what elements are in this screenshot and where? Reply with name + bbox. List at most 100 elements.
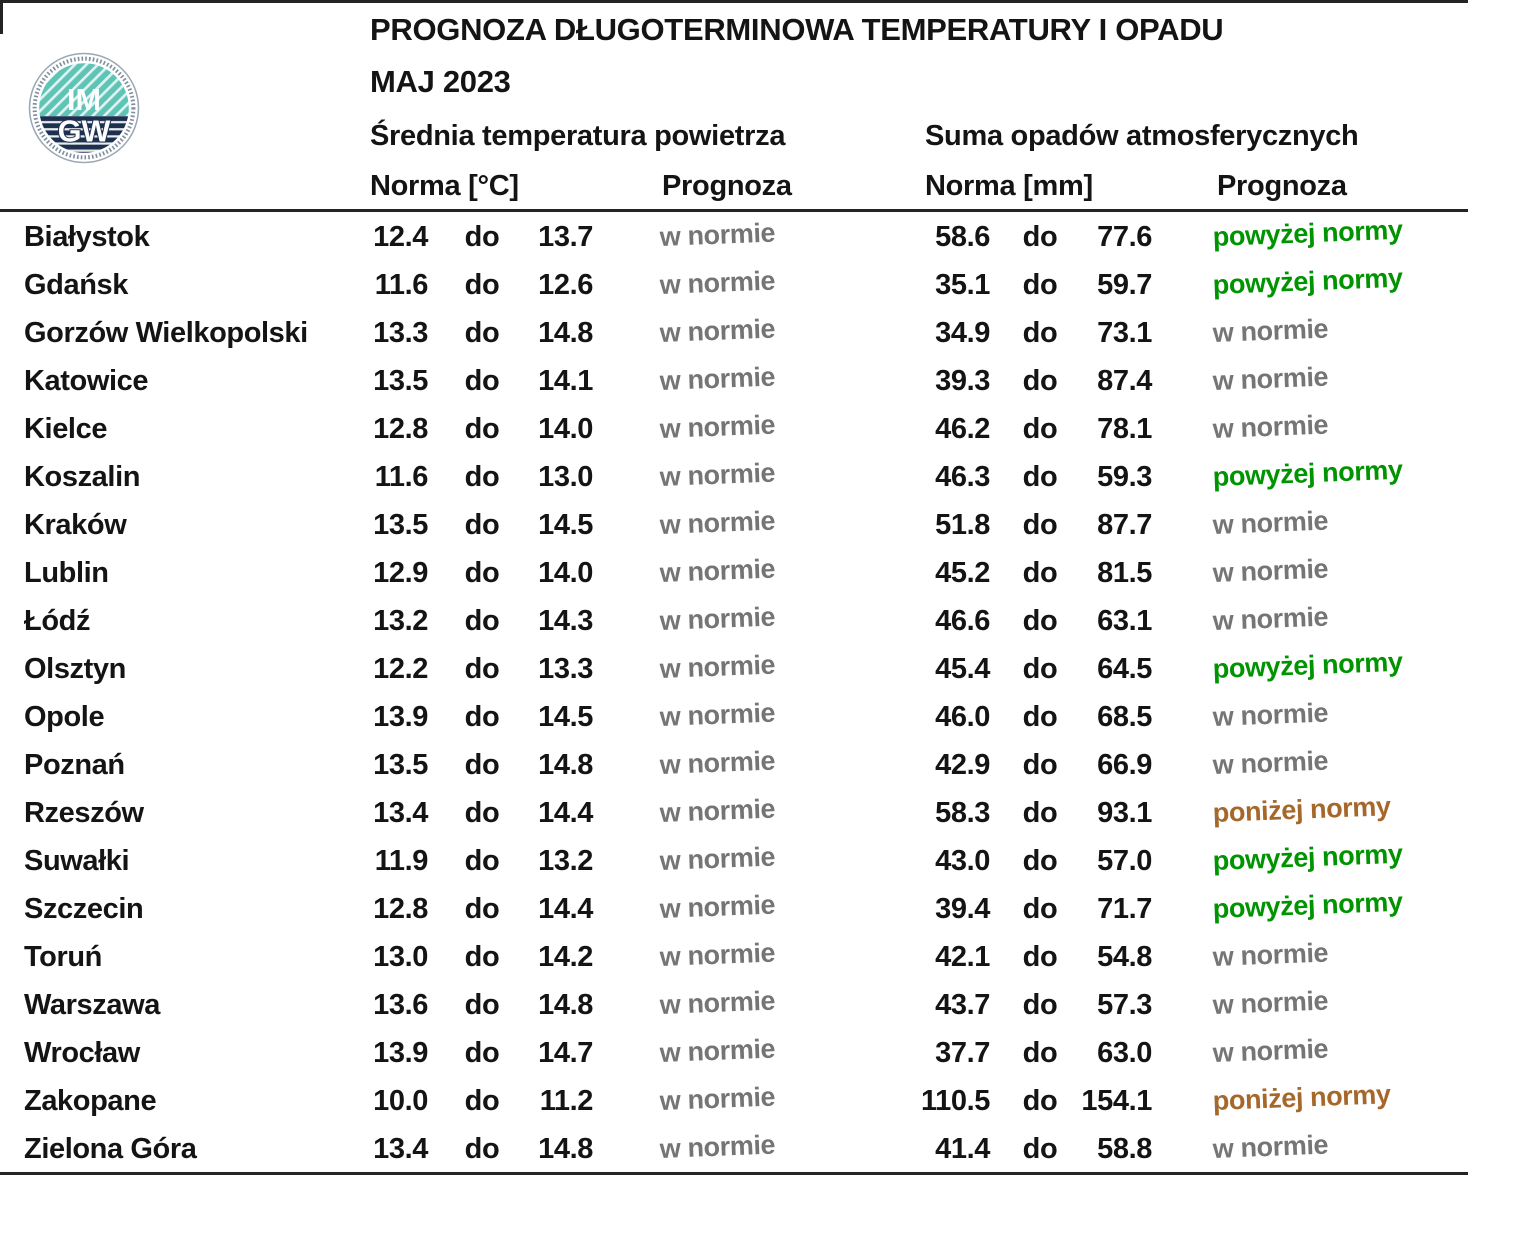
precip-norm-max: 57.0	[1097, 845, 1152, 877]
temp-forecast-label: w normie	[659, 841, 776, 876]
precip-norm-max: 78.1	[1097, 413, 1152, 445]
temp-norm-max: 13.2	[538, 845, 593, 877]
column-header-precip-norm: Norma [mm]	[925, 170, 1093, 202]
temp-forecast-label: w normie	[659, 889, 776, 924]
logo-text-im: IM	[67, 83, 101, 117]
city-name: Warszawa	[24, 989, 160, 1021]
precip-range-separator: do	[1022, 845, 1058, 877]
temp-range-separator: do	[464, 797, 500, 829]
temp-norm-max: 14.0	[538, 557, 593, 589]
temp-forecast-label: w normie	[659, 361, 776, 396]
temp-range-separator: do	[464, 701, 500, 733]
precip-forecast-label: w normie	[1212, 601, 1329, 636]
precip-forecast-label: poniżej normy	[1212, 1079, 1392, 1116]
precip-forecast-label: poniżej normy	[1212, 791, 1392, 828]
section-temperature: Średnia temperatura powietrza	[370, 120, 786, 152]
precip-norm-min: 46.3	[935, 461, 990, 493]
precip-forecast-label: powyżej normy	[1212, 454, 1404, 492]
precip-range-separator: do	[1022, 1085, 1058, 1117]
temp-forecast-label: w normie	[659, 1033, 776, 1068]
temp-norm-max: 14.8	[538, 1133, 593, 1165]
precip-range-separator: do	[1022, 653, 1058, 685]
temp-forecast-label: w normie	[659, 457, 776, 492]
table-row: Szczecin 12.8 do 14.4 w normie 39.4 do 7…	[0, 885, 1536, 933]
precip-range-separator: do	[1022, 317, 1058, 349]
precip-range-separator: do	[1022, 893, 1058, 925]
precip-range-separator: do	[1022, 797, 1058, 829]
logo-text-ring	[32, 56, 136, 160]
temp-norm-max: 14.3	[538, 605, 593, 637]
table-row: Warszawa 13.6 do 14.8 w normie 43.7 do 5…	[0, 981, 1536, 1029]
table-row: Łódź 13.2 do 14.3 w normie 46.6 do 63.1 …	[0, 597, 1536, 645]
temp-norm-max: 14.2	[538, 941, 593, 973]
precip-norm-max: 154.1	[1081, 1085, 1152, 1117]
city-name: Lublin	[24, 557, 109, 589]
precip-norm-max: 54.8	[1097, 941, 1152, 973]
precip-norm-max: 59.3	[1097, 461, 1152, 493]
precip-forecast-label: w normie	[1212, 745, 1329, 780]
temp-norm-min: 12.8	[373, 413, 428, 445]
precip-forecast-label: powyżej normy	[1212, 262, 1404, 300]
city-name: Gdańsk	[24, 269, 128, 301]
precip-norm-max: 71.7	[1097, 893, 1152, 925]
temp-forecast-label: w normie	[659, 505, 776, 540]
city-name: Kielce	[24, 413, 108, 445]
temp-range-separator: do	[464, 1133, 500, 1165]
precip-range-separator: do	[1022, 605, 1058, 637]
precip-norm-min: 46.6	[935, 605, 990, 637]
temp-norm-max: 13.7	[538, 221, 593, 253]
temp-norm-max: 13.0	[538, 461, 593, 493]
precip-norm-min: 43.0	[935, 845, 990, 877]
temp-norm-min: 13.4	[373, 1133, 428, 1165]
precip-norm-max: 73.1	[1097, 317, 1152, 349]
city-name: Zielona Góra	[24, 1133, 197, 1165]
logo-text-gw: GW	[58, 115, 111, 149]
precip-forecast-label: w normie	[1212, 697, 1329, 732]
city-name: Opole	[24, 701, 105, 733]
temp-norm-min: 11.6	[374, 461, 429, 493]
precip-norm-min: 42.9	[935, 749, 990, 781]
precip-range-separator: do	[1022, 557, 1058, 589]
bottom-border-line	[0, 1172, 1468, 1175]
table-row: Opole 13.9 do 14.5 w normie 46.0 do 68.5…	[0, 693, 1536, 741]
city-name: Białystok	[24, 221, 150, 253]
precip-norm-max: 87.7	[1097, 509, 1152, 541]
precip-norm-max: 63.0	[1097, 1037, 1152, 1069]
precip-forecast-label: powyżej normy	[1212, 646, 1404, 684]
temp-range-separator: do	[464, 989, 500, 1021]
temp-norm-min: 12.9	[373, 557, 428, 589]
page-subtitle: MAJ 2023	[370, 64, 511, 99]
temp-norm-max: 14.8	[538, 989, 593, 1021]
precip-range-separator: do	[1022, 701, 1058, 733]
city-name: Kraków	[24, 509, 127, 541]
table-rows: Białystok 12.4 do 13.7 w normie 58.6 do …	[0, 213, 1536, 1173]
temp-norm-min: 10.0	[373, 1085, 428, 1117]
table-row: Rzeszów 13.4 do 14.4 w normie 58.3 do 93…	[0, 789, 1536, 837]
temp-range-separator: do	[464, 653, 500, 685]
precip-norm-max: 63.1	[1097, 605, 1152, 637]
temp-norm-max: 11.2	[539, 1085, 594, 1117]
precip-norm-max: 59.7	[1097, 269, 1152, 301]
precip-forecast-label: w normie	[1212, 553, 1329, 588]
temp-norm-max: 14.7	[538, 1037, 593, 1069]
precip-norm-max: 66.9	[1097, 749, 1152, 781]
precip-forecast-label: powyżej normy	[1212, 838, 1404, 876]
precip-norm-min: 42.1	[935, 941, 990, 973]
precip-norm-min: 34.9	[935, 317, 990, 349]
temp-norm-max: 14.4	[538, 893, 593, 925]
temp-forecast-label: w normie	[659, 937, 776, 972]
top-border-line	[0, 0, 1468, 3]
table-row: Suwałki 11.9 do 13.2 w normie 43.0 do 57…	[0, 837, 1536, 885]
temp-forecast-label: w normie	[659, 601, 776, 636]
precip-forecast-label: w normie	[1212, 505, 1329, 540]
header-divider-line	[0, 209, 1468, 212]
city-name: Koszalin	[24, 461, 141, 493]
precip-norm-max: 64.5	[1097, 653, 1152, 685]
precip-range-separator: do	[1022, 989, 1058, 1021]
city-name: Rzeszów	[24, 797, 144, 829]
temp-norm-max: 14.8	[538, 317, 593, 349]
column-header-precip-forecast: Prognoza	[1217, 170, 1347, 202]
temp-range-separator: do	[464, 365, 500, 397]
precip-norm-max: 77.6	[1097, 221, 1152, 253]
precip-range-separator: do	[1022, 221, 1058, 253]
